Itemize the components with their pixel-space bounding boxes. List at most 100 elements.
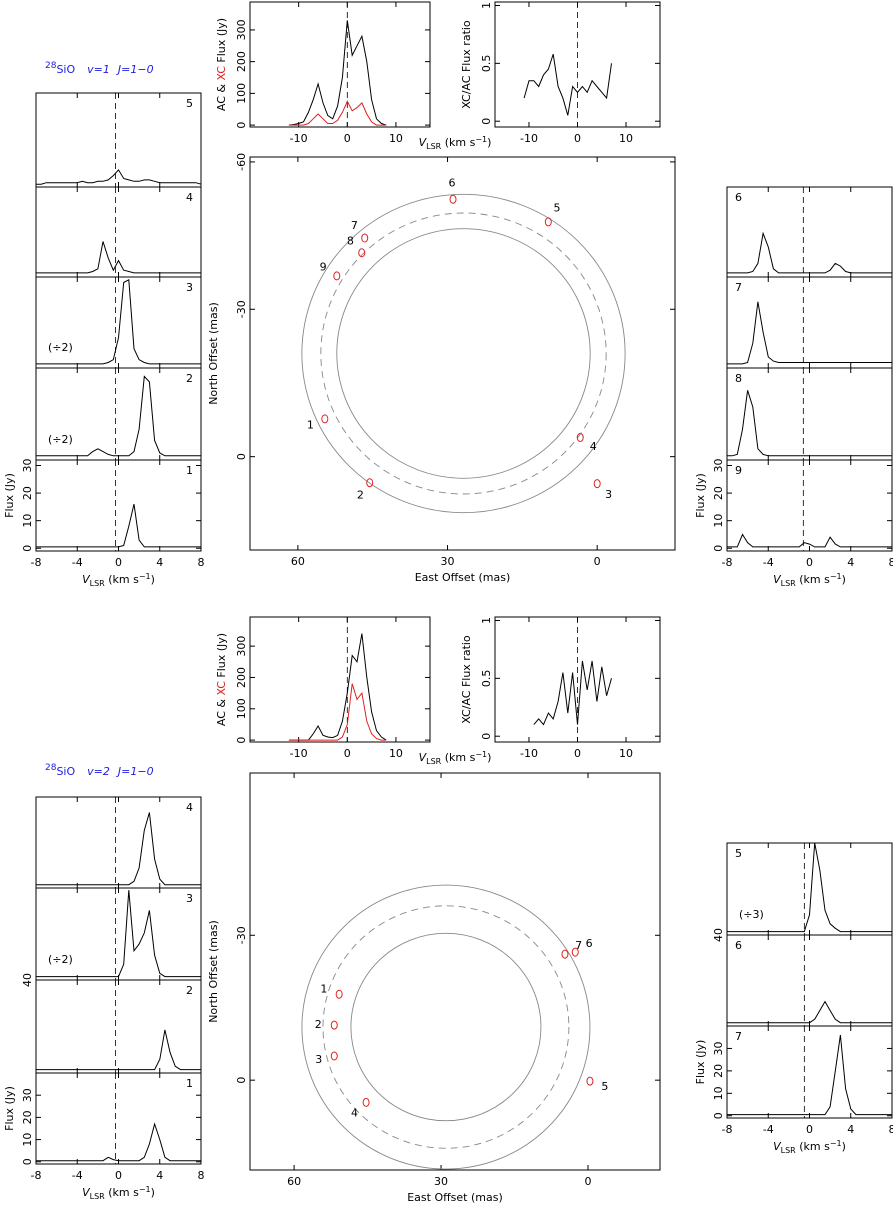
label-part: −1: [830, 572, 842, 581]
y-tick-label: 0: [21, 1158, 34, 1165]
x-tick-label: 0: [594, 555, 601, 568]
y-tick-label: 30: [712, 1041, 725, 1055]
maser-spot: [571, 947, 579, 957]
scale-note: (÷3): [739, 908, 764, 921]
x-axis-label: VLSR (km s−1): [82, 572, 155, 588]
title-part: v=2: [87, 765, 110, 778]
panel-number: 5: [735, 847, 742, 860]
y-tick-label: 100: [235, 698, 248, 719]
title-part: 28: [45, 61, 57, 71]
maser-spot: [362, 1097, 370, 1107]
y-tick-label: 20: [21, 1110, 34, 1124]
y-axis-label: XC/AC Flux ratio: [460, 20, 473, 109]
x-tick-label: -4: [763, 556, 774, 569]
y-tick-label: -30: [235, 300, 248, 318]
x-tick-label: -8: [722, 556, 733, 569]
scale-note: (÷2): [48, 341, 73, 354]
spectrum-line: [36, 503, 201, 548]
label-part: −1: [475, 135, 487, 144]
y-axis-label: XC/AC Flux ratio: [460, 635, 473, 724]
label-part: LSR: [781, 1146, 797, 1155]
label-part: ): [842, 573, 846, 586]
label-part: LSR: [90, 579, 106, 588]
panel-number: 2: [186, 984, 193, 997]
x-tick-label: 0: [806, 556, 813, 569]
label-part: −1: [139, 572, 151, 581]
axes-frame: [35, 887, 202, 981]
x-tick-label: 0: [806, 1123, 813, 1136]
label-part: LSR: [426, 142, 442, 151]
title-part: J=1−0: [116, 63, 154, 76]
spectrum-line: [36, 1122, 201, 1162]
x-tick-label: 30: [434, 1175, 448, 1188]
axes-frame: [249, 772, 661, 1171]
label-part: (km s: [796, 1140, 830, 1153]
maser-spot: [335, 989, 343, 999]
label-part: Flux (Jy): [215, 633, 228, 681]
spectrum-line: [533, 660, 612, 726]
axes-frame: [726, 186, 893, 278]
y-tick-label: 30: [712, 459, 725, 473]
y-tick-label: -60: [235, 153, 248, 171]
label-part: North Offset (mas): [207, 302, 220, 405]
label-part: XC/AC Flux ratio: [460, 20, 473, 109]
spot-label: 4: [590, 440, 597, 453]
spectrum-line: [288, 683, 387, 741]
x-tick-label: 4: [847, 556, 854, 569]
panel-number: 4: [186, 191, 193, 204]
y-tick-label: 1: [480, 2, 493, 9]
maser-spot: [586, 1076, 594, 1086]
label-part: V: [419, 751, 428, 764]
axes-frame: [35, 276, 202, 369]
axes-frame: [35, 92, 202, 188]
y-tick-label: 1: [480, 617, 493, 624]
y-tick-label: 30: [21, 1088, 34, 1102]
label-part: Flux (Jy): [215, 18, 228, 66]
x-axis-label: VLSR (km s−1): [773, 1139, 846, 1155]
x-axis-label: East Offset (mas): [415, 571, 511, 584]
label-part: −1: [475, 750, 487, 759]
x-axis-label: VLSR (km s−1): [419, 750, 492, 766]
y-tick-label: 200: [235, 667, 248, 688]
x-tick-label: -8: [31, 556, 42, 569]
label-part: XC: [215, 66, 228, 81]
x-tick-label: 60: [291, 555, 305, 568]
panel-number: 8: [735, 372, 742, 385]
x-tick-label: 0: [115, 1169, 122, 1182]
axes-frame: [249, 616, 431, 743]
spectrum-line: [288, 100, 387, 126]
label-part: V: [773, 573, 782, 586]
y-tick-label: 300: [235, 19, 248, 40]
spectrum-line: [727, 301, 892, 365]
x-tick-label: 0: [574, 132, 581, 145]
spectrum-line: [36, 890, 201, 978]
spectrum-line: [727, 533, 892, 548]
panel-number: 1: [186, 464, 193, 477]
label-part: −1: [139, 1185, 151, 1194]
y-tick-label: 0: [712, 1112, 725, 1119]
axes-frame: [35, 186, 202, 278]
label-part: ): [842, 1140, 846, 1153]
label-part: North Offset (mas): [207, 920, 220, 1023]
panel-number: 5: [186, 97, 193, 110]
x-tick-label: 8: [889, 1123, 893, 1136]
maser-spot: [544, 217, 552, 227]
y-tick-label: 0: [480, 118, 493, 125]
x-tick-label: -10: [290, 747, 308, 760]
axes-frame: [726, 842, 893, 936]
spot-label: 1: [307, 419, 314, 432]
maser-spot: [330, 1020, 338, 1030]
label-part: XC: [215, 681, 228, 696]
x-tick-label: 8: [198, 556, 205, 569]
axes-frame: [726, 367, 893, 461]
y-tick-label: -30: [235, 926, 248, 944]
spot-label: 3: [315, 1053, 322, 1066]
x-tick-label: -4: [72, 556, 83, 569]
spectrum-line: [727, 231, 892, 274]
y-tick-label: 0: [21, 545, 34, 552]
y-tick-label: 0: [712, 545, 725, 552]
ring: [320, 212, 607, 495]
ring: [336, 228, 591, 479]
y-tick-label: 0.5: [480, 670, 493, 688]
spectrum-line: [727, 842, 892, 933]
